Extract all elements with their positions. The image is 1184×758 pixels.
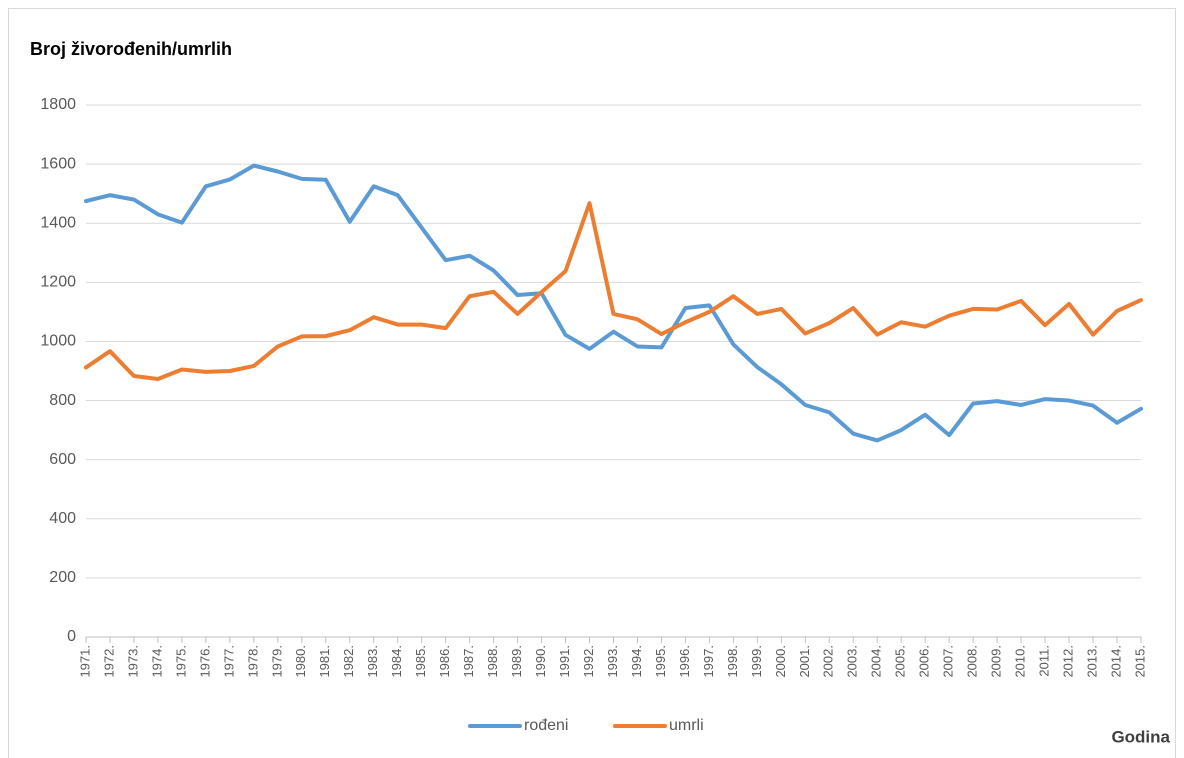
x-tick-label: 1989. xyxy=(509,645,524,678)
y-tick-label: 1800 xyxy=(40,96,76,113)
x-tick-label: 1974. xyxy=(149,645,164,678)
x-tick-label: 1980. xyxy=(293,645,308,678)
x-tick-label: 1996. xyxy=(677,645,692,678)
y-tick-label: 1000 xyxy=(40,333,76,350)
x-tick-label: 2011. xyxy=(1037,645,1052,677)
x-tick-label: 1972. xyxy=(101,645,116,678)
y-tick-label: 1400 xyxy=(40,214,76,231)
x-tick-label: 2003. xyxy=(845,645,860,678)
y-tick-label: 1600 xyxy=(40,155,76,172)
x-tick-label: 2004. xyxy=(869,645,884,678)
x-tick-label: 2014. xyxy=(1108,645,1123,678)
x-tick-label: 2000. xyxy=(773,645,788,678)
y-tick-label: 400 xyxy=(49,510,76,527)
y-tick-label: 600 xyxy=(49,451,76,468)
x-tick-label: 1983. xyxy=(365,645,380,678)
y-tick-label: 800 xyxy=(49,392,76,409)
x-tick-label: 1987. xyxy=(461,645,476,678)
x-tick-label: 1986. xyxy=(437,645,452,678)
x-tick-label: 2006. xyxy=(917,645,932,678)
x-tick-label: 1994. xyxy=(629,645,644,678)
series-line xyxy=(84,201,1143,381)
x-tick-label: 1977. xyxy=(221,645,236,678)
x-tick-label: 1993. xyxy=(605,645,620,678)
x-tick-label: 2007. xyxy=(941,645,956,678)
x-tick-label: 2010. xyxy=(1013,645,1028,678)
legend-label: rođeni xyxy=(524,717,568,734)
x-tick-label: 1988. xyxy=(485,645,500,678)
x-tick-label: 1997. xyxy=(701,645,716,678)
x-tick-label: 1973. xyxy=(125,645,140,678)
x-tick-label: 2008. xyxy=(965,645,980,678)
x-tick-label: 1971. xyxy=(77,645,92,678)
series-line xyxy=(84,163,1143,443)
chart-border xyxy=(8,8,1176,758)
x-tick-label: 1999. xyxy=(749,645,764,678)
x-tick-label: 2002. xyxy=(821,645,836,678)
y-tick-label: 1200 xyxy=(40,274,76,291)
x-tick-label: 1981. xyxy=(317,645,332,678)
x-tick-label: 1979. xyxy=(269,645,284,678)
x-tick-label: 2015. xyxy=(1132,645,1147,678)
x-tick-label: 1990. xyxy=(533,645,548,678)
x-axis-label: Godina xyxy=(1111,727,1170,746)
x-tick-label: 1976. xyxy=(197,645,212,678)
x-tick-label: 2012. xyxy=(1061,645,1076,678)
x-tick-label: 1985. xyxy=(413,645,428,678)
x-tick-label: 1998. xyxy=(725,645,740,678)
x-tick-label: 1978. xyxy=(245,645,260,678)
x-tick-label: 2009. xyxy=(989,645,1004,678)
x-tick-label: 1991. xyxy=(557,645,572,678)
x-tick-label: 2001. xyxy=(797,645,812,678)
x-tick-label: 1995. xyxy=(653,645,668,678)
y-tick-label: 200 xyxy=(49,569,76,586)
y-tick-label: 0 xyxy=(67,628,76,645)
x-tick-label: 1984. xyxy=(389,645,404,678)
x-tick-label: 1992. xyxy=(581,645,596,678)
x-tick-label: 1982. xyxy=(341,645,356,678)
legend-label: umrli xyxy=(669,717,704,734)
x-tick-label: 1975. xyxy=(173,645,188,678)
x-tick-label: 2005. xyxy=(893,645,908,678)
chart-title: Broj živorođenih/umrlih xyxy=(30,39,232,59)
x-tick-label: 2013. xyxy=(1084,645,1099,678)
